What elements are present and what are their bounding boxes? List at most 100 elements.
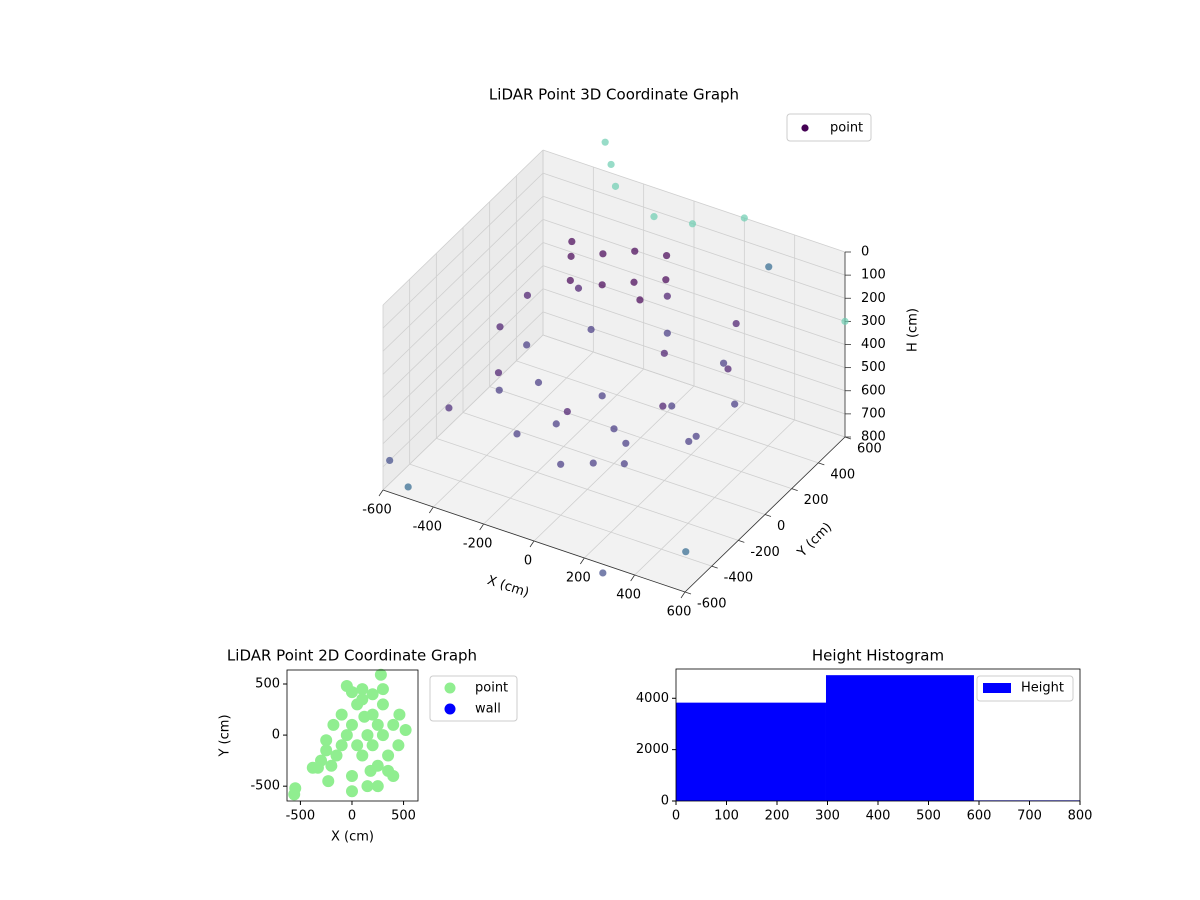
point (376, 698, 389, 711)
point (662, 251, 671, 260)
y-tick-label: 0 (272, 728, 280, 743)
point (601, 138, 609, 146)
tick-mark (580, 557, 585, 565)
point (841, 317, 849, 325)
z-tick-label: 600 (861, 383, 886, 398)
point (335, 708, 348, 721)
point (399, 723, 412, 736)
grid-line (382, 149, 544, 306)
point (662, 276, 670, 284)
point (386, 456, 394, 465)
grid-line (382, 219, 544, 375)
y-tick-label: -600 (697, 597, 727, 612)
point (732, 319, 740, 328)
point (620, 460, 628, 468)
legend-marker (444, 703, 456, 715)
point (682, 548, 690, 556)
point (663, 329, 671, 337)
point (356, 683, 369, 696)
point (534, 378, 543, 387)
z-axis-label: H (cm) (906, 308, 921, 352)
bar (676, 702, 826, 801)
z-tick-label: 100 (861, 268, 886, 283)
grid-line (382, 172, 544, 329)
y-tick-label: 0 (777, 519, 785, 534)
point (404, 483, 412, 491)
tick-mark (680, 591, 686, 599)
x-tick-label: 700 (1017, 809, 1042, 824)
x-tick-label: 0 (672, 809, 680, 824)
point (376, 729, 389, 742)
point (494, 369, 503, 377)
point (523, 291, 532, 299)
point (599, 250, 607, 258)
tick-mark (684, 591, 692, 595)
point (622, 439, 630, 447)
point (685, 437, 693, 446)
point (659, 402, 667, 410)
x-tick-label: -600 (362, 503, 392, 518)
point (552, 420, 560, 428)
point (345, 686, 358, 699)
grid-line (382, 265, 544, 421)
grid-line (542, 334, 846, 438)
grid-line (542, 195, 846, 299)
legend-box (786, 113, 872, 142)
point (598, 281, 606, 289)
grid-line (409, 463, 712, 567)
z-tick-label: 800 (861, 430, 886, 445)
point (523, 341, 531, 349)
point (660, 349, 668, 357)
point (724, 365, 732, 373)
point (345, 718, 358, 731)
point (358, 710, 371, 723)
point (557, 460, 565, 468)
x-axis-line (382, 489, 686, 593)
point (668, 402, 676, 410)
point (568, 237, 576, 246)
x-tick-label: 200 (566, 571, 591, 586)
tick-mark (711, 565, 718, 569)
point (340, 729, 353, 742)
point (663, 292, 671, 300)
grid-line (542, 288, 846, 392)
point (374, 668, 387, 681)
y-tick-label: 400 (830, 467, 855, 482)
grid-line (382, 288, 544, 445)
point (598, 392, 606, 400)
grid-line (542, 149, 846, 253)
point (692, 432, 700, 440)
point (607, 160, 615, 169)
y-tick-label: -500 (250, 779, 280, 794)
point (356, 749, 369, 762)
z-tick-label: 200 (861, 291, 886, 306)
point (345, 769, 358, 782)
tick-mark (738, 539, 745, 543)
grid-line (542, 218, 846, 322)
point (631, 247, 639, 255)
tick-mark (791, 488, 798, 492)
point (327, 718, 340, 731)
point (387, 718, 400, 731)
point (731, 400, 739, 408)
y-tick-label: -400 (724, 571, 754, 586)
y-tick-label: 600 (857, 442, 882, 457)
legend-label: Height (1021, 681, 1064, 696)
chart-title: LiDAR Point 2D Coordinate Graph (227, 647, 477, 665)
x-axis-label: X (cm) (331, 830, 374, 845)
point (563, 407, 571, 416)
grid-line (382, 311, 544, 468)
grid-line (489, 386, 792, 490)
point (366, 739, 379, 752)
point (345, 785, 358, 798)
z-tick-label: 400 (861, 337, 886, 352)
grid-line (382, 242, 544, 398)
point (513, 430, 521, 438)
grid-line (436, 437, 739, 541)
tick-mark (529, 540, 535, 548)
point (392, 739, 405, 752)
x-tick-label: 0 (348, 809, 356, 824)
point (496, 323, 504, 331)
point (289, 782, 302, 795)
tick-mark (479, 523, 484, 531)
